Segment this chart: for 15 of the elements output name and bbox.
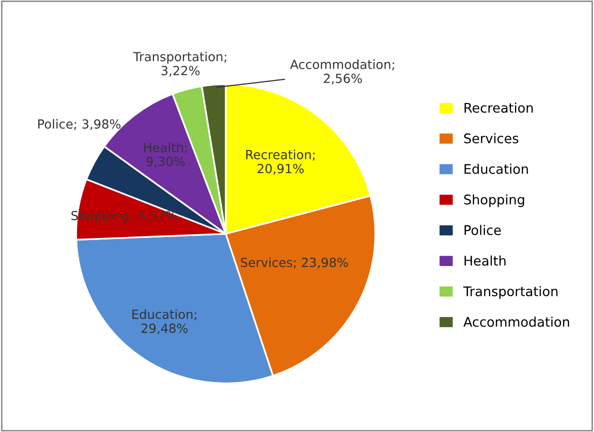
data-label: Services; 23,98% — [240, 257, 348, 268]
data-label: Education; 29,48% — [132, 309, 196, 334]
data-label: Health; 9,30% — [144, 142, 187, 168]
legend-label: Police — [464, 224, 501, 236]
legend-label: Accommodation — [463, 316, 570, 327]
data-label: Transportation; 3,22% — [133, 52, 226, 77]
legend-label: Recreation — [464, 102, 533, 113]
legend-label: Education — [464, 164, 528, 174]
legend-label: Shopping — [464, 194, 524, 208]
data-label: Accommodation; 2,56% — [290, 59, 394, 84]
legend-label: Services — [464, 133, 518, 144]
legend-label: Transportation — [463, 286, 558, 299]
legend-label: Health — [464, 255, 506, 266]
data-label: Recreation; 20,91% — [246, 150, 315, 175]
data-label: Police; 3,98% — [38, 119, 120, 130]
